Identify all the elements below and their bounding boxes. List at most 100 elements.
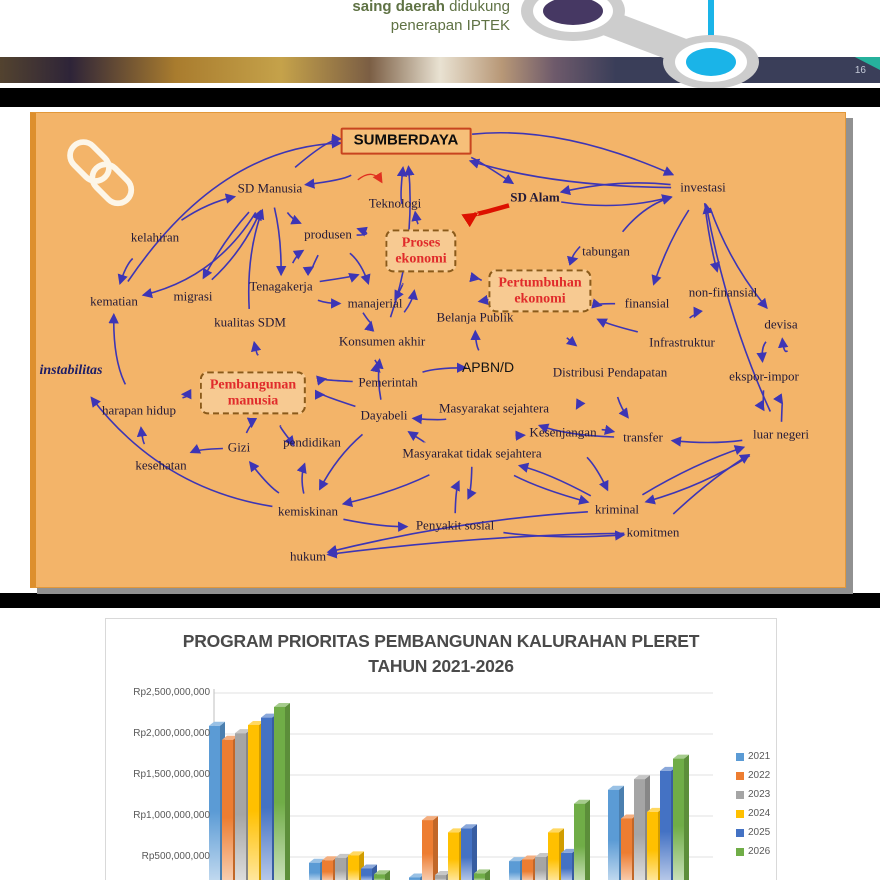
arrow-gizi-to-pembangunan bbox=[245, 417, 258, 434]
bar-top-2025-g3 bbox=[461, 824, 477, 829]
arrow-investasi-to-devisa bbox=[709, 207, 768, 310]
arrow-sumberdaya-to-sdmanusia bbox=[304, 174, 352, 189]
bar-side-2026-g4 bbox=[585, 799, 590, 880]
arrow-apbnd-to-belanja bbox=[470, 329, 481, 351]
diagram-node-sumberdaya: SUMBERDAYA bbox=[340, 127, 472, 155]
bar-2021-group1 bbox=[209, 725, 220, 880]
arrow-sdmanusia-to-kematian bbox=[141, 211, 257, 299]
causal-arrows-layer bbox=[90, 131, 789, 559]
diagram-node-kesenjangan: Kesenjangan bbox=[529, 424, 597, 440]
y-tick-label: Rp2,500,000,000 bbox=[133, 687, 210, 698]
y-tick-label: Rp500,000,000 bbox=[141, 851, 210, 862]
arrow-tidaksejahtera-to-kriminal bbox=[513, 474, 590, 505]
bar-2022-group1 bbox=[222, 739, 233, 880]
chart-frame: PROGRAM PRIORITAS PEMBANGUNAN KALURAHAN … bbox=[105, 618, 777, 880]
bar-2021-group3 bbox=[409, 877, 420, 880]
arrow-sdalam-to-investasi bbox=[561, 194, 673, 207]
bar-top-2025-g4 bbox=[561, 848, 577, 853]
arrow-luarnegeri-to-ekspor bbox=[773, 393, 784, 422]
diagram-node-pertumbuhan: Pertumbuhan ekonomi bbox=[488, 269, 592, 313]
legend-label-2024: 2024 bbox=[748, 808, 771, 819]
arrow-sejahtera-to-dayabeli bbox=[411, 413, 447, 425]
chart-title: PROGRAM PRIORITAS PEMBANGUNAN KALURAHAN … bbox=[106, 629, 776, 679]
diagram-node-pendidikan: pendidikan bbox=[283, 434, 341, 450]
arrow-kelahiran-to-kematian bbox=[117, 257, 134, 285]
bar-top-2025-g5 bbox=[660, 766, 676, 771]
diagram-node-finansial: finansial bbox=[624, 295, 670, 311]
legend-swatch-2026 bbox=[736, 847, 744, 856]
arrow-produsen-to-tenagakerja bbox=[302, 254, 319, 277]
bar-side-2026-g1 bbox=[285, 702, 290, 880]
cyan-circle bbox=[686, 48, 736, 76]
arrow-konsumen-to-manajerial bbox=[362, 312, 375, 332]
bar-side-2026-g5 bbox=[684, 754, 689, 880]
arrow-komitmen-to-luarnegeri bbox=[672, 453, 751, 515]
legend-item-2025: 2025 bbox=[736, 827, 770, 838]
arrow-pemerintah-to-pembangunan bbox=[316, 375, 353, 386]
diagram-node-infrastruktur: Infrastruktur bbox=[649, 334, 715, 350]
diagram-node-migrasi: migrasi bbox=[173, 288, 213, 304]
tagline-line2: penerapan IPTEK bbox=[390, 17, 510, 34]
diagram-node-tenagakerja: Tenagakerja bbox=[249, 278, 313, 294]
y-tick-label: Rp2,000,000,000 bbox=[133, 728, 210, 739]
bar-top-2021-g1 bbox=[209, 721, 225, 726]
arrow-kemiskinan-to-penyakit bbox=[343, 518, 409, 532]
diagram-node-ekspor: ekspor-impor bbox=[729, 368, 799, 384]
arrow-kematian-to-sumberdaya bbox=[127, 138, 343, 282]
bar-2023-group2 bbox=[335, 857, 346, 880]
diagram-node-kematian: kematian bbox=[90, 293, 138, 309]
legend-item-2022: 2022 bbox=[736, 770, 770, 781]
legend-item-2021: 2021 bbox=[736, 751, 770, 762]
bar-top-2026-g2 bbox=[374, 870, 390, 875]
legend-item-2026: 2026 bbox=[736, 846, 770, 857]
bar-2026-group3 bbox=[474, 873, 485, 880]
arrow-dayabeli-to-pembangunan bbox=[314, 389, 356, 408]
bar-side-2026-g2 bbox=[385, 870, 390, 880]
bar-2024-group5 bbox=[647, 811, 658, 880]
arrow-investasi-to-sdalam bbox=[559, 182, 671, 196]
bar-top-2026-g4 bbox=[574, 799, 590, 804]
diagram-node-transfer: transfer bbox=[623, 429, 663, 445]
bar-top-2026-g5 bbox=[673, 754, 689, 759]
diagram-node-investasi: investasi bbox=[680, 179, 726, 195]
arrow-sdalam-to-proses bbox=[461, 203, 510, 228]
diagram-node-devisa: devisa bbox=[764, 316, 798, 332]
arrow-sdmanusia-to-produsen bbox=[286, 212, 302, 225]
arrow-produsen-to-proses bbox=[356, 226, 368, 237]
bar-top-2022-g5 bbox=[621, 814, 637, 819]
arrow-investasi-to-nonfinansial bbox=[703, 203, 720, 273]
diagram-node-kualitas: kualitas SDM bbox=[214, 314, 286, 330]
arrow-tidaksejahtera-to-penyakit bbox=[467, 466, 477, 500]
bar-top-2024-g5 bbox=[647, 807, 663, 812]
diagram-node-sejahtera: Masyarakat sejahtera bbox=[438, 400, 550, 416]
arrow-proses-to-pertumbuhan bbox=[469, 271, 483, 283]
bar-2025-group4 bbox=[561, 852, 572, 880]
plum-circle bbox=[543, 0, 603, 25]
diagram-node-dayabeli: Dayabeli bbox=[360, 407, 408, 423]
arrow-tenagakerja-to-proses bbox=[319, 272, 360, 283]
bar-2026-group1 bbox=[274, 706, 285, 880]
legend-item-2023: 2023 bbox=[736, 789, 770, 800]
bar-2023-group4 bbox=[535, 857, 546, 880]
bar-top-2022-g4 bbox=[522, 855, 538, 860]
cyan-stem bbox=[708, 0, 714, 52]
chain-link-icon bbox=[67, 139, 135, 207]
legend-label-2023: 2023 bbox=[748, 789, 771, 800]
bar-2022-group2 bbox=[322, 860, 333, 880]
diagram-node-belanja: Belanja Publik bbox=[436, 309, 514, 325]
legend-label-2025: 2025 bbox=[748, 827, 771, 838]
bar-top-2023-g4 bbox=[535, 853, 551, 857]
arrow-pemerintah-to-konsumen bbox=[370, 359, 381, 373]
arrow-kesehatan-to-harapan bbox=[136, 426, 148, 445]
slide-1: saing daerah didukung penerapan IPTEK 16 bbox=[0, 0, 880, 88]
arrow-tidaksejahtera-to-dayabeli bbox=[407, 431, 426, 444]
arrow-kemiskinan-to-instabilitas bbox=[90, 396, 273, 508]
bar-2021-group2 bbox=[309, 862, 320, 880]
bar-2022-group5 bbox=[621, 818, 632, 880]
bar-top-2025-g2 bbox=[361, 864, 377, 869]
diagram-node-produsen: produsen bbox=[304, 226, 352, 242]
slide-page-number: 16 bbox=[854, 65, 866, 76]
arrow-harapan-to-kematian bbox=[108, 312, 127, 385]
bar-2024-group1 bbox=[248, 724, 259, 880]
